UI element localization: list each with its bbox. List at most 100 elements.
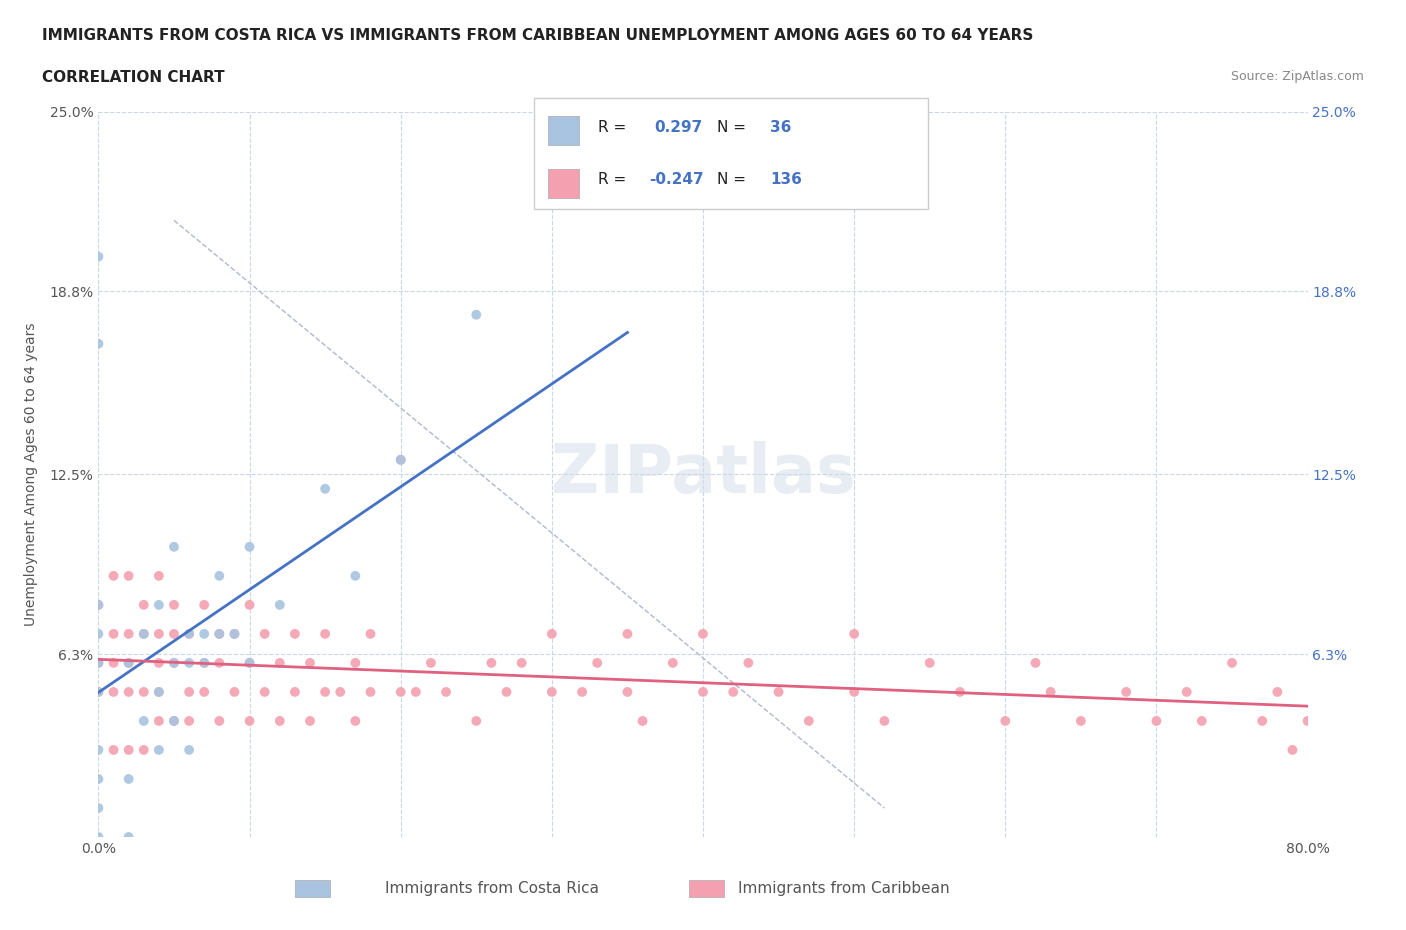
Point: [148, 656, 170, 671]
Point: [1281, 742, 1303, 757]
Point: [540, 684, 562, 699]
Point: [692, 684, 714, 699]
Point: [239, 539, 262, 554]
Point: [465, 713, 488, 728]
Point: [1267, 684, 1289, 699]
Point: [284, 627, 307, 642]
Point: [1175, 684, 1198, 699]
Point: [918, 656, 941, 671]
Point: [723, 684, 745, 699]
Point: [87, 597, 110, 612]
Point: [103, 568, 125, 583]
Point: [118, 830, 141, 844]
Point: [87, 684, 110, 699]
Point: [163, 597, 186, 612]
Point: [208, 627, 231, 642]
Point: [465, 307, 488, 322]
Point: [586, 656, 609, 671]
Point: [148, 713, 170, 728]
Point: [179, 656, 201, 671]
Point: [193, 627, 215, 642]
Point: [87, 742, 110, 757]
Y-axis label: Unemployment Among Ages 60 to 64 years: Unemployment Among Ages 60 to 64 years: [24, 323, 38, 626]
Point: [87, 684, 110, 699]
Point: [224, 627, 246, 642]
Point: [118, 568, 141, 583]
Point: [163, 713, 186, 728]
Point: [87, 656, 110, 671]
Point: [616, 627, 638, 642]
Point: [269, 597, 291, 612]
Text: -0.247: -0.247: [650, 172, 704, 187]
Point: [103, 684, 125, 699]
Point: [193, 597, 215, 612]
Point: [132, 713, 155, 728]
Text: R =: R =: [598, 120, 631, 135]
Point: [510, 656, 533, 671]
Point: [1115, 684, 1137, 699]
Point: [179, 684, 201, 699]
Text: N =: N =: [717, 172, 751, 187]
Point: [179, 713, 201, 728]
Point: [193, 656, 215, 671]
Point: [269, 713, 291, 728]
Point: [224, 684, 246, 699]
Point: [1039, 684, 1062, 699]
Point: [1070, 713, 1092, 728]
Point: [239, 713, 262, 728]
Point: [208, 656, 231, 671]
Point: [179, 627, 201, 642]
Point: [208, 568, 231, 583]
Point: [239, 656, 262, 671]
Text: 36: 36: [770, 120, 792, 135]
Text: N =: N =: [717, 120, 751, 135]
Point: [481, 656, 503, 671]
Point: [118, 656, 141, 671]
Point: [163, 539, 186, 554]
Text: Immigrants from Costa Rica: Immigrants from Costa Rica: [385, 881, 599, 896]
Text: R =: R =: [598, 172, 631, 187]
Point: [132, 597, 155, 612]
Point: [87, 830, 110, 844]
Text: CORRELATION CHART: CORRELATION CHART: [42, 70, 225, 85]
Point: [118, 627, 141, 642]
Point: [1220, 656, 1243, 671]
Point: [87, 627, 110, 642]
Point: [224, 627, 246, 642]
Point: [420, 656, 443, 671]
Point: [87, 801, 110, 816]
Point: [103, 742, 125, 757]
Text: IMMIGRANTS FROM COSTA RICA VS IMMIGRANTS FROM CARIBBEAN UNEMPLOYMENT AMONG AGES : IMMIGRANTS FROM COSTA RICA VS IMMIGRANTS…: [42, 28, 1033, 43]
Point: [314, 684, 336, 699]
Point: [329, 684, 352, 699]
Point: [193, 656, 215, 671]
Point: [269, 656, 291, 671]
Point: [389, 684, 412, 699]
Point: [163, 713, 186, 728]
Text: Immigrants from Caribbean: Immigrants from Caribbean: [738, 881, 949, 896]
Point: [208, 713, 231, 728]
Point: [87, 656, 110, 671]
Point: [132, 684, 155, 699]
Point: [118, 684, 141, 699]
Text: Source: ZipAtlas.com: Source: ZipAtlas.com: [1230, 70, 1364, 83]
Point: [284, 684, 307, 699]
Point: [344, 656, 367, 671]
Point: [495, 684, 517, 699]
Point: [797, 713, 820, 728]
Point: [662, 656, 685, 671]
Point: [616, 684, 638, 699]
Point: [103, 656, 125, 671]
Point: [148, 627, 170, 642]
Point: [389, 452, 412, 467]
Point: [1024, 656, 1046, 671]
Point: [148, 597, 170, 612]
Point: [253, 627, 276, 642]
Point: [239, 597, 262, 612]
Point: [737, 656, 759, 671]
Text: 0.297: 0.297: [654, 120, 702, 135]
Point: [631, 713, 654, 728]
Point: [148, 684, 170, 699]
Text: 136: 136: [770, 172, 803, 187]
Point: [873, 713, 896, 728]
